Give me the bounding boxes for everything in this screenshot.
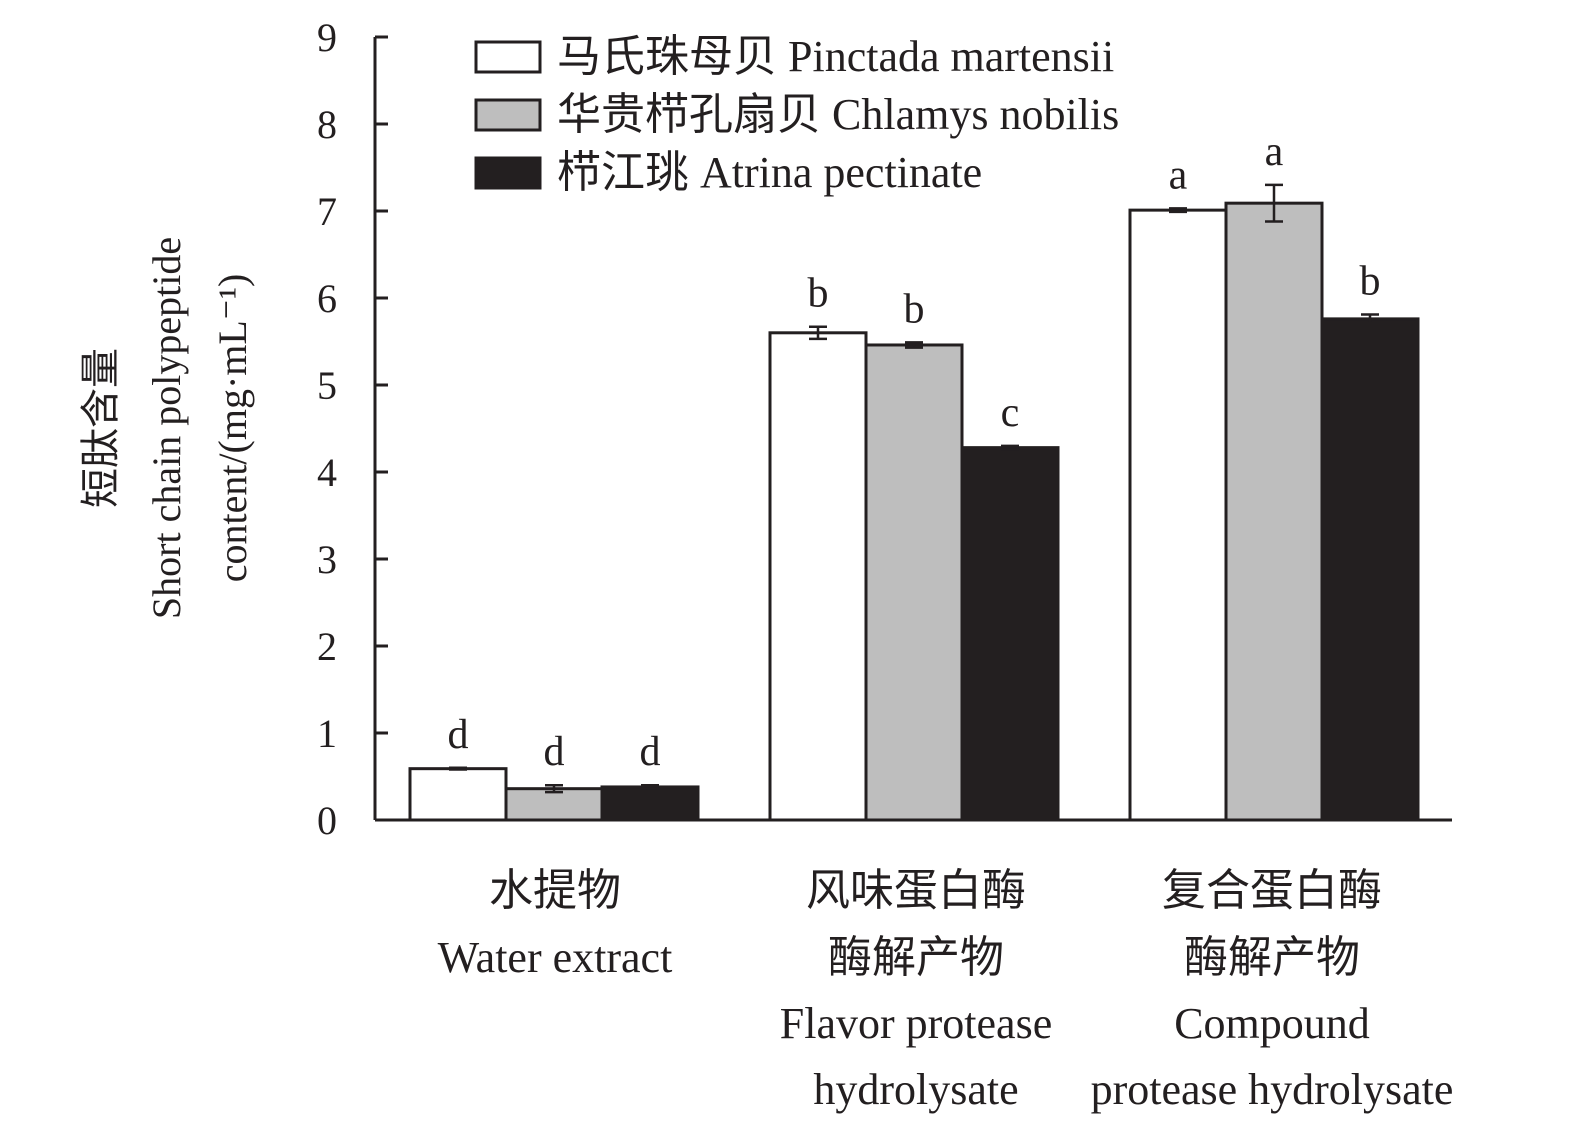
category-label-line: 酶解产物 bbox=[828, 933, 1004, 982]
legend-swatch bbox=[474, 156, 542, 190]
y-axis-title-line: content/(mg·mL⁻¹) bbox=[210, 274, 255, 583]
y-tick-label: 4 bbox=[317, 450, 337, 495]
significance-letters: d b a d b a d c b bbox=[448, 129, 1381, 775]
legend: 马氏珠母贝 Pinctada martensii 华贵栉孔扇贝 Chlamys n… bbox=[474, 32, 1119, 197]
significance-letter: b bbox=[904, 286, 925, 332]
y-axis-title-line: Short chain polypeptide bbox=[144, 237, 189, 619]
y-axis: 0 1 2 3 4 5 6 7 8 9 bbox=[317, 15, 388, 843]
category-label-line: 水提物 bbox=[489, 866, 621, 915]
significance-letter: d bbox=[544, 729, 565, 775]
error-bars bbox=[449, 183, 1379, 794]
bar bbox=[864, 343, 964, 822]
legend-swatch bbox=[474, 40, 542, 74]
y-axis-title-line: 短肽含量 bbox=[78, 348, 123, 508]
category-label-line: 酶解产物 bbox=[1184, 933, 1360, 982]
bar bbox=[1320, 317, 1420, 822]
y-tick-label: 0 bbox=[317, 798, 337, 843]
category-label-line: 复合蛋白酶 bbox=[1162, 866, 1382, 915]
bar bbox=[768, 331, 868, 822]
category-label-line: 风味蛋白酶 bbox=[806, 866, 1026, 915]
significance-letter: d bbox=[640, 729, 661, 775]
y-tick-label: 3 bbox=[317, 537, 337, 582]
bar bbox=[960, 446, 1060, 822]
category-label-line: Flavor protease bbox=[780, 999, 1052, 1048]
legend-label: 马氏珠母贝 Pinctada martensii bbox=[557, 32, 1114, 81]
category-label-line: Water extract bbox=[438, 933, 673, 982]
significance-letter: a bbox=[1265, 129, 1284, 175]
y-tick-label: 5 bbox=[317, 363, 337, 408]
bars bbox=[408, 201, 1420, 822]
bar bbox=[1128, 208, 1228, 822]
legend-label: 栉江珧 Atrina pectinate bbox=[557, 148, 982, 197]
y-axis-title: 短肽含量 Short chain polypeptide content/(mg·m… bbox=[78, 237, 255, 619]
bar bbox=[408, 767, 508, 822]
bar bbox=[600, 785, 700, 822]
significance-letter: b bbox=[1360, 259, 1381, 305]
legend-label: 华贵栉孔扇贝 Chlamys nobilis bbox=[557, 90, 1119, 139]
category-label-line: protease hydrolysate bbox=[1091, 1065, 1454, 1114]
legend-swatch bbox=[474, 98, 542, 132]
bar bbox=[1224, 201, 1324, 822]
category-label-line: hydrolysate bbox=[813, 1065, 1018, 1114]
y-tick-label: 8 bbox=[317, 102, 337, 147]
significance-letter: a bbox=[1169, 152, 1188, 198]
y-tick-label: 7 bbox=[317, 189, 337, 234]
y-tick-label: 1 bbox=[317, 711, 337, 756]
significance-letter: c bbox=[1001, 390, 1020, 436]
significance-letter: d bbox=[448, 712, 469, 758]
category-label-line: Compound bbox=[1174, 999, 1370, 1048]
y-tick-label: 6 bbox=[317, 276, 337, 321]
significance-letter: b bbox=[808, 271, 829, 317]
y-tick-label: 2 bbox=[317, 624, 337, 669]
y-tick-label: 9 bbox=[317, 15, 337, 60]
